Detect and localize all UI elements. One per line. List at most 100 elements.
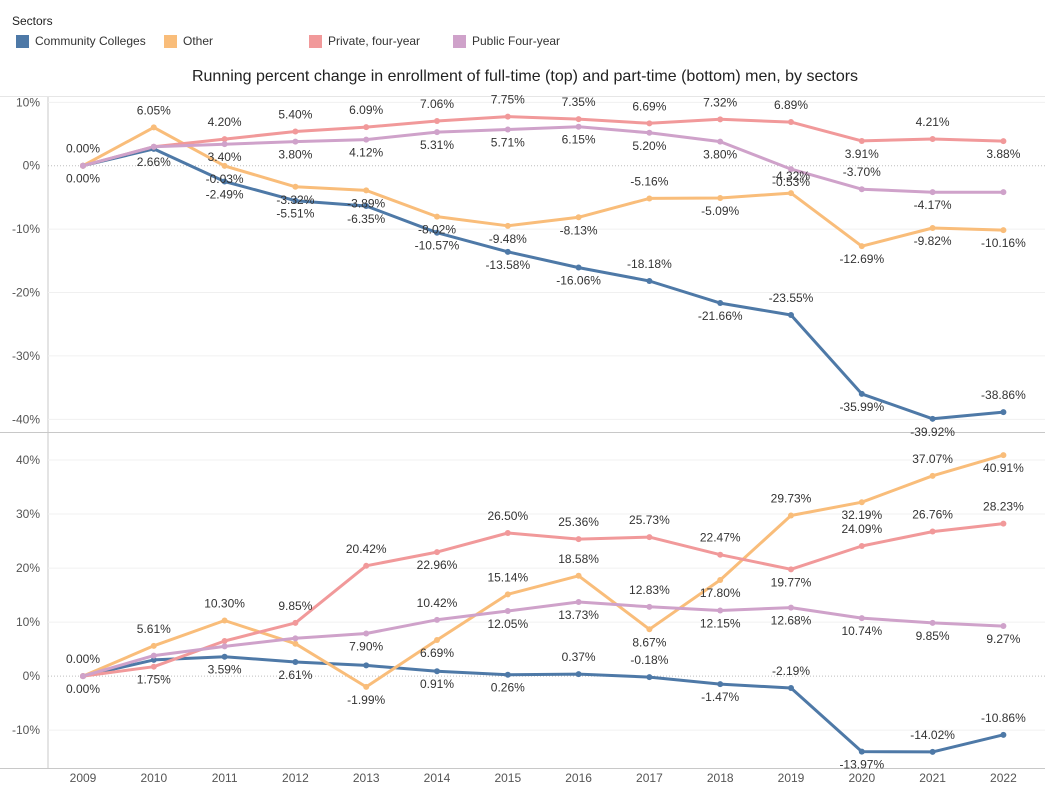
data-label: 0.00% <box>66 652 100 666</box>
y-tick-label: 30% <box>16 507 40 521</box>
series-line-private-four-year <box>81 115 1005 168</box>
data-point <box>929 189 936 196</box>
data-point <box>646 120 653 127</box>
data-point <box>1000 731 1007 738</box>
data-point <box>788 190 794 197</box>
series-line-public-four-year <box>81 600 1005 678</box>
data-label: 26.76% <box>912 508 953 522</box>
data-point <box>434 549 440 556</box>
data-label: 9.85% <box>916 629 950 643</box>
data-label: 12.15% <box>700 616 741 630</box>
legend-item-community-colleges[interactable]: Community Colleges <box>16 34 146 48</box>
data-point <box>504 671 511 678</box>
data-label: 7.90% <box>349 639 383 653</box>
series-line-public-four-year <box>81 125 1005 194</box>
data-point <box>434 129 440 136</box>
data-point <box>150 143 157 150</box>
data-point <box>80 162 86 169</box>
series-line-other <box>81 125 1005 248</box>
data-label: -14.02% <box>910 728 955 742</box>
data-label: 25.36% <box>558 515 599 529</box>
data-label: -21.66% <box>698 309 743 323</box>
data-label: 0.91% <box>420 677 454 691</box>
y-tick-label: 0% <box>23 159 41 173</box>
y-tick-label: -10% <box>12 723 40 737</box>
legend-item-other[interactable]: Other <box>164 34 213 48</box>
y-tick-label: -20% <box>12 286 40 300</box>
data-point <box>504 248 511 255</box>
data-label: -38.86% <box>981 388 1026 402</box>
data-label: 7.35% <box>562 95 596 109</box>
data-label: 6.69% <box>420 646 454 660</box>
data-point <box>221 178 228 185</box>
data-point <box>858 243 865 250</box>
data-label: -0.03% <box>206 172 244 186</box>
data-point <box>221 162 228 169</box>
data-label: -13.58% <box>485 258 530 272</box>
legend-item-private-four-year[interactable]: Private, four-year <box>309 34 420 48</box>
data-point <box>646 674 653 681</box>
data-label: 4.12% <box>349 146 383 160</box>
data-label: -4.17% <box>914 198 952 212</box>
data-point <box>363 683 370 690</box>
data-point <box>858 748 865 755</box>
data-point <box>150 656 157 663</box>
data-point <box>858 137 865 144</box>
data-label: -39.92% <box>910 425 955 439</box>
data-point <box>858 499 865 506</box>
data-label: 6.69% <box>632 99 666 113</box>
data-label: 17.80% <box>700 586 741 600</box>
data-point <box>717 551 724 558</box>
data-point <box>363 662 370 669</box>
x-tick-label: 2009 <box>70 771 97 785</box>
data-label: -0.18% <box>630 653 668 667</box>
data-point <box>150 652 157 659</box>
data-point <box>292 640 299 647</box>
data-point <box>1000 138 1007 145</box>
data-point <box>150 642 157 649</box>
data-label: 7.32% <box>703 95 737 109</box>
data-label: 22.47% <box>700 531 741 545</box>
data-label: -10.16% <box>981 236 1026 250</box>
series-line-private-four-year <box>81 522 1005 678</box>
x-tick-label: 2010 <box>140 771 167 785</box>
x-tick-label: 2012 <box>282 771 309 785</box>
data-label: 19.77% <box>771 575 812 589</box>
series-line-other <box>81 453 1005 689</box>
data-label: 0.37% <box>562 650 596 664</box>
data-label: 10.42% <box>417 596 458 610</box>
x-tick-label: 2018 <box>707 771 734 785</box>
legend-label: Private, four-year <box>328 34 421 48</box>
data-point <box>292 197 299 204</box>
data-label: -3.89% <box>347 196 385 210</box>
legend-label: Community Colleges <box>35 34 146 48</box>
data-point <box>80 673 86 680</box>
data-label: -6.35% <box>347 212 385 226</box>
data-point <box>363 562 370 569</box>
data-point <box>504 113 511 120</box>
y-tick-label: -10% <box>12 222 40 236</box>
data-point <box>363 630 370 637</box>
data-label: -5.16% <box>630 174 668 188</box>
legend-item-public-four-year[interactable]: Public Four-year <box>453 34 560 48</box>
data-point <box>858 542 865 549</box>
x-tick-label: 2019 <box>778 771 805 785</box>
data-label: 13.73% <box>558 608 599 622</box>
data-point <box>575 598 582 605</box>
data-label: 40.91% <box>983 461 1024 475</box>
data-label: -8.13% <box>560 223 598 237</box>
data-label: -3.32% <box>276 193 314 207</box>
x-tick-label: 2013 <box>353 771 380 785</box>
data-point <box>221 653 228 660</box>
data-label: 5.61% <box>137 622 171 636</box>
data-point <box>221 643 228 650</box>
data-label: -35.99% <box>839 400 884 414</box>
legend-label: Other <box>183 34 214 48</box>
data-label: 10.30% <box>204 596 245 610</box>
data-label: 1.75% <box>137 673 171 687</box>
data-label: -0.53% <box>772 175 810 189</box>
data-label: -16.06% <box>556 274 601 288</box>
data-point <box>788 512 794 519</box>
data-label: -5.51% <box>276 207 314 221</box>
data-label: 6.09% <box>349 103 383 117</box>
